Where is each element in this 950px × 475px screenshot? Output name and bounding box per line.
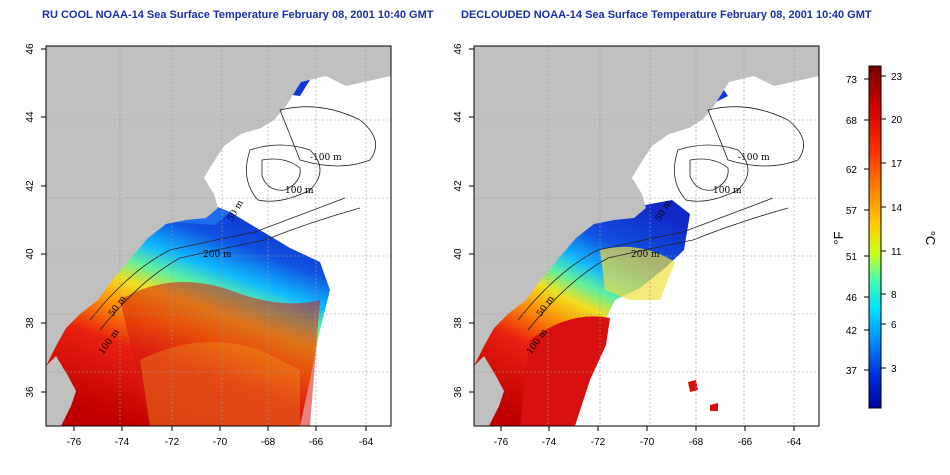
fahrenheit-tick: 37	[846, 366, 858, 377]
left-lon-tick: -76	[67, 437, 82, 448]
right-lon-tick: -72	[591, 437, 606, 448]
fahrenheit-tick: 51	[846, 252, 858, 263]
left-map-frame	[45, 45, 392, 427]
celsius-tick: 8	[891, 290, 897, 301]
left-contour-label: 100 m	[285, 186, 314, 196]
right-lat-tick: 38	[453, 317, 464, 329]
right-lon-tick: -66	[738, 437, 753, 448]
right-lat-tick: 40	[453, 248, 464, 260]
left-lat-tick: 36	[25, 386, 36, 398]
left-lon-tick: -64	[359, 437, 374, 448]
left-lon-tick: -72	[165, 437, 180, 448]
left-gridlines	[46, 46, 391, 426]
left-lon-tick: -74	[115, 437, 130, 448]
colorbar-scale	[868, 65, 882, 409]
celsius-tick: 11	[891, 247, 902, 258]
fahrenheit-tick: 42	[846, 326, 858, 337]
left-x-axis: -76 -74 -72 -70 -68 -66 -64	[67, 426, 374, 448]
right-lat-tick: 42	[453, 180, 464, 192]
left-lat-tick: 44	[25, 111, 36, 123]
right-x-axis: -76 -74 -72 -70 -68 -66 -64	[494, 426, 802, 448]
fahrenheit-tick: 62	[846, 165, 858, 176]
right-lon-tick: -74	[542, 437, 557, 448]
celsius-tick: 14	[891, 203, 903, 214]
left-lon-tick: -66	[309, 437, 324, 448]
left-lat-tick: 46	[25, 43, 36, 55]
colorbar: 73 68 62 57 51 46 42 37 23 20 17 14 11 8…	[831, 65, 938, 409]
fahrenheit-tick: 68	[846, 116, 858, 127]
right-lon-tick: -68	[689, 437, 704, 448]
right-contour-label: 200 m	[631, 250, 660, 260]
celsius-tick: 6	[891, 320, 897, 331]
celsius-tick: 23	[891, 72, 903, 83]
celsius-tick: 3	[891, 364, 897, 375]
left-map-title: RU COOL NOAA-14 Sea Surface Temperature …	[42, 9, 434, 21]
right-map-title: DECLOUDED NOAA-14 Sea Surface Temperatur…	[461, 9, 872, 21]
right-lat-tick: 44	[453, 111, 464, 123]
fahrenheit-tick: 73	[846, 75, 858, 86]
right-contour-label: -100 m	[738, 153, 770, 163]
left-lon-tick: -70	[213, 437, 228, 448]
right-lon-tick: -64	[787, 437, 802, 448]
fahrenheit-tick: 57	[846, 206, 858, 217]
left-y-axis: 36 38 40 42 44 46	[25, 43, 46, 398]
left-map: -100 m 100 m 50 m 200 m 50 m 100 m	[46, 46, 391, 426]
celsius-unit-label: °C	[923, 231, 938, 246]
right-gridlines	[474, 46, 819, 426]
right-y-axis: 36 38 40 42 44 46	[453, 43, 474, 398]
colorbar-fahrenheit-axis: 73 68 62 57 51 46 42 37	[846, 75, 869, 377]
left-lon-tick: -68	[261, 437, 276, 448]
left-lat-tick: 38	[25, 317, 36, 329]
fahrenheit-tick: 46	[846, 293, 858, 304]
celsius-tick: 17	[891, 159, 903, 170]
celsius-tick: 20	[891, 115, 903, 126]
colorbar-celsius-axis: 23 20 17 14 11 8 6 3	[881, 72, 903, 375]
right-lon-tick: -76	[494, 437, 509, 448]
right-contour-label: 100 m	[713, 186, 742, 196]
left-lat-tick: 40	[25, 248, 36, 260]
right-map: -100 m 100 m 50 m 200 m 50 m 100 m	[474, 46, 819, 426]
fahrenheit-unit-label: °F	[831, 231, 846, 244]
left-lat-tick: 42	[25, 180, 36, 192]
right-lat-tick: 36	[453, 386, 464, 398]
left-contour-label: -100 m	[310, 153, 342, 163]
right-lat-tick: 46	[453, 43, 464, 55]
left-contour-label: 200 m	[203, 250, 232, 260]
right-lon-tick: -70	[640, 437, 655, 448]
